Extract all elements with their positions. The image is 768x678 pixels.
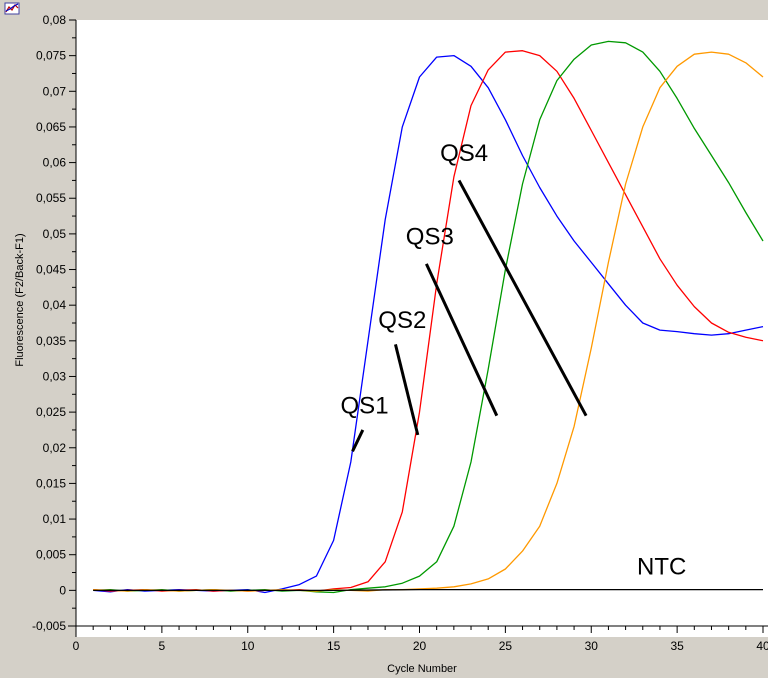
annotations: QS4 QS3 QS2 QS1 NTC: [341, 140, 687, 581]
annotation-label: QS4: [440, 140, 488, 167]
y-tick-label: 0,05: [43, 227, 67, 241]
x-tick-label: 30: [585, 639, 599, 653]
y-tick-label: 0,045: [36, 263, 66, 277]
y-tick-label: -0,005: [32, 619, 66, 633]
x-tick-label: 10: [241, 639, 255, 653]
y-tick-label: 0,03: [43, 369, 67, 383]
y-tick-label: 0,055: [36, 191, 66, 205]
chart-icon: [4, 2, 20, 15]
y-tick-label: 0,025: [36, 405, 66, 419]
x-tick-label: 15: [327, 639, 341, 653]
y-tick-label: 0: [59, 583, 66, 597]
plot-area: [76, 20, 768, 637]
x-tick-label: 20: [413, 639, 427, 653]
y-tick-label: 0,015: [36, 476, 66, 490]
annotation-pointer: [351, 429, 365, 452]
series-line-5: [93, 588, 763, 592]
y-tick-label: 0,065: [36, 120, 66, 134]
x-axis-title: Cycle Number: [387, 663, 457, 675]
y-tick-label: 0,04: [43, 298, 67, 312]
annotation-pointer: [457, 179, 588, 417]
y-tick-label: 0,035: [36, 334, 66, 348]
y-tick-label: 0,075: [36, 49, 66, 63]
y-tick-label: 0,06: [43, 156, 67, 170]
annotation-label: QS1: [341, 393, 389, 420]
y-tick-label: 0,01: [43, 512, 67, 526]
axes: [68, 20, 768, 637]
x-tick-label: 5: [159, 639, 166, 653]
axis-ticks: 0 5 10 15 20 25 30 35 40 -0,005 0 0,005 0,01 0,015 0,0…: [32, 13, 768, 653]
annotation-label: NTC: [637, 554, 686, 581]
x-tick-label: 25: [499, 639, 513, 653]
annotation-label: QS2: [378, 307, 426, 334]
y-tick-label: 0,08: [43, 13, 67, 27]
x-tick-label: 35: [670, 639, 684, 653]
annotation-pointer: [393, 344, 420, 436]
x-tick-label: 0: [73, 639, 80, 653]
annotation-pointer: [425, 263, 499, 417]
y-tick-label: 0,02: [43, 441, 67, 455]
annotation-label: QS3: [406, 224, 454, 251]
y-axis-title: Fluorescence (F2/Back-F1): [14, 233, 26, 366]
y-tick-label: 0,07: [43, 84, 67, 98]
series-lines: [93, 40, 764, 594]
y-tick-label: 0,005: [36, 548, 66, 562]
x-tick-label: 40: [756, 639, 768, 653]
